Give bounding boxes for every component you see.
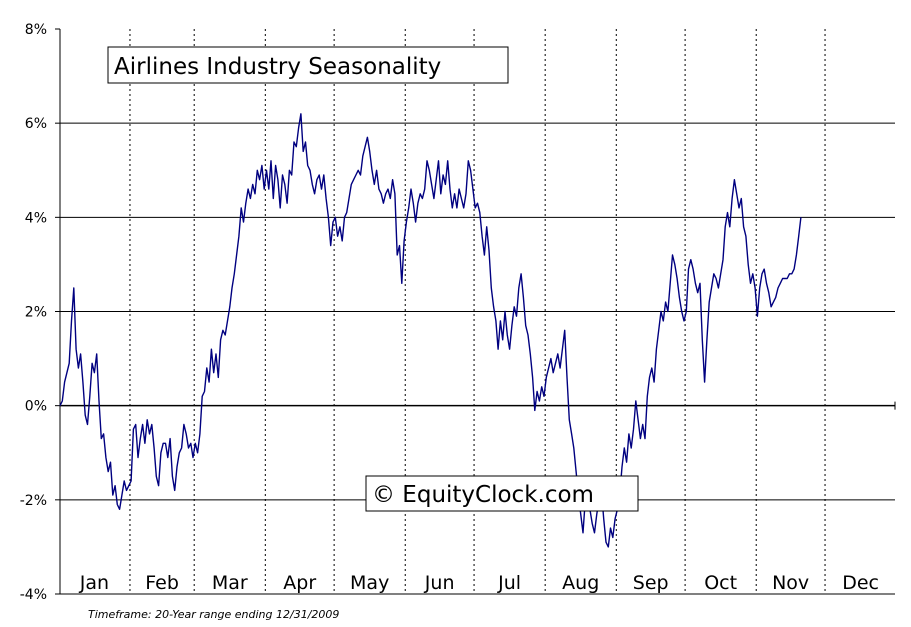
y-tick-label: 4% — [25, 210, 47, 226]
month-label: Aug — [562, 572, 599, 594]
y-tick-label: 2% — [25, 305, 47, 321]
y-tick-label: -2% — [20, 493, 47, 509]
chart-title-box: Airlines Industry Seasonality — [107, 46, 509, 84]
y-tick-label: 0% — [25, 399, 47, 415]
watermark: © EquityClock.com — [372, 482, 594, 508]
axis-layer — [55, 28, 896, 595]
y-tick-label: -4% — [20, 587, 47, 603]
y-tick-label: 6% — [25, 116, 47, 132]
month-label: Jan — [79, 572, 109, 594]
y-tick-label: 8% — [25, 22, 47, 38]
series-line — [59, 113, 802, 548]
month-label: Apr — [283, 572, 316, 594]
chart-title: Airlines Industry Seasonality — [114, 54, 441, 80]
month-label: Mar — [212, 572, 248, 594]
month-label: Nov — [772, 572, 809, 594]
month-label: Feb — [145, 572, 179, 594]
timeframe-footnote: Timeframe: 20-Year range ending 12/31/20… — [88, 608, 340, 621]
month-label: Jun — [424, 572, 455, 594]
month-label: Jul — [497, 572, 521, 594]
month-label: Oct — [704, 572, 737, 594]
watermark-box: © EquityClock.com — [365, 475, 639, 512]
month-label: May — [350, 572, 389, 594]
series-layer — [59, 113, 802, 548]
month-label: Sep — [633, 572, 669, 594]
month-label: Dec — [842, 572, 879, 594]
label-layer: -4% -2% 0% 2% 4% 6% 8% Jan Feb Mar Apr May Jun Jul Aug… — [20, 22, 879, 603]
